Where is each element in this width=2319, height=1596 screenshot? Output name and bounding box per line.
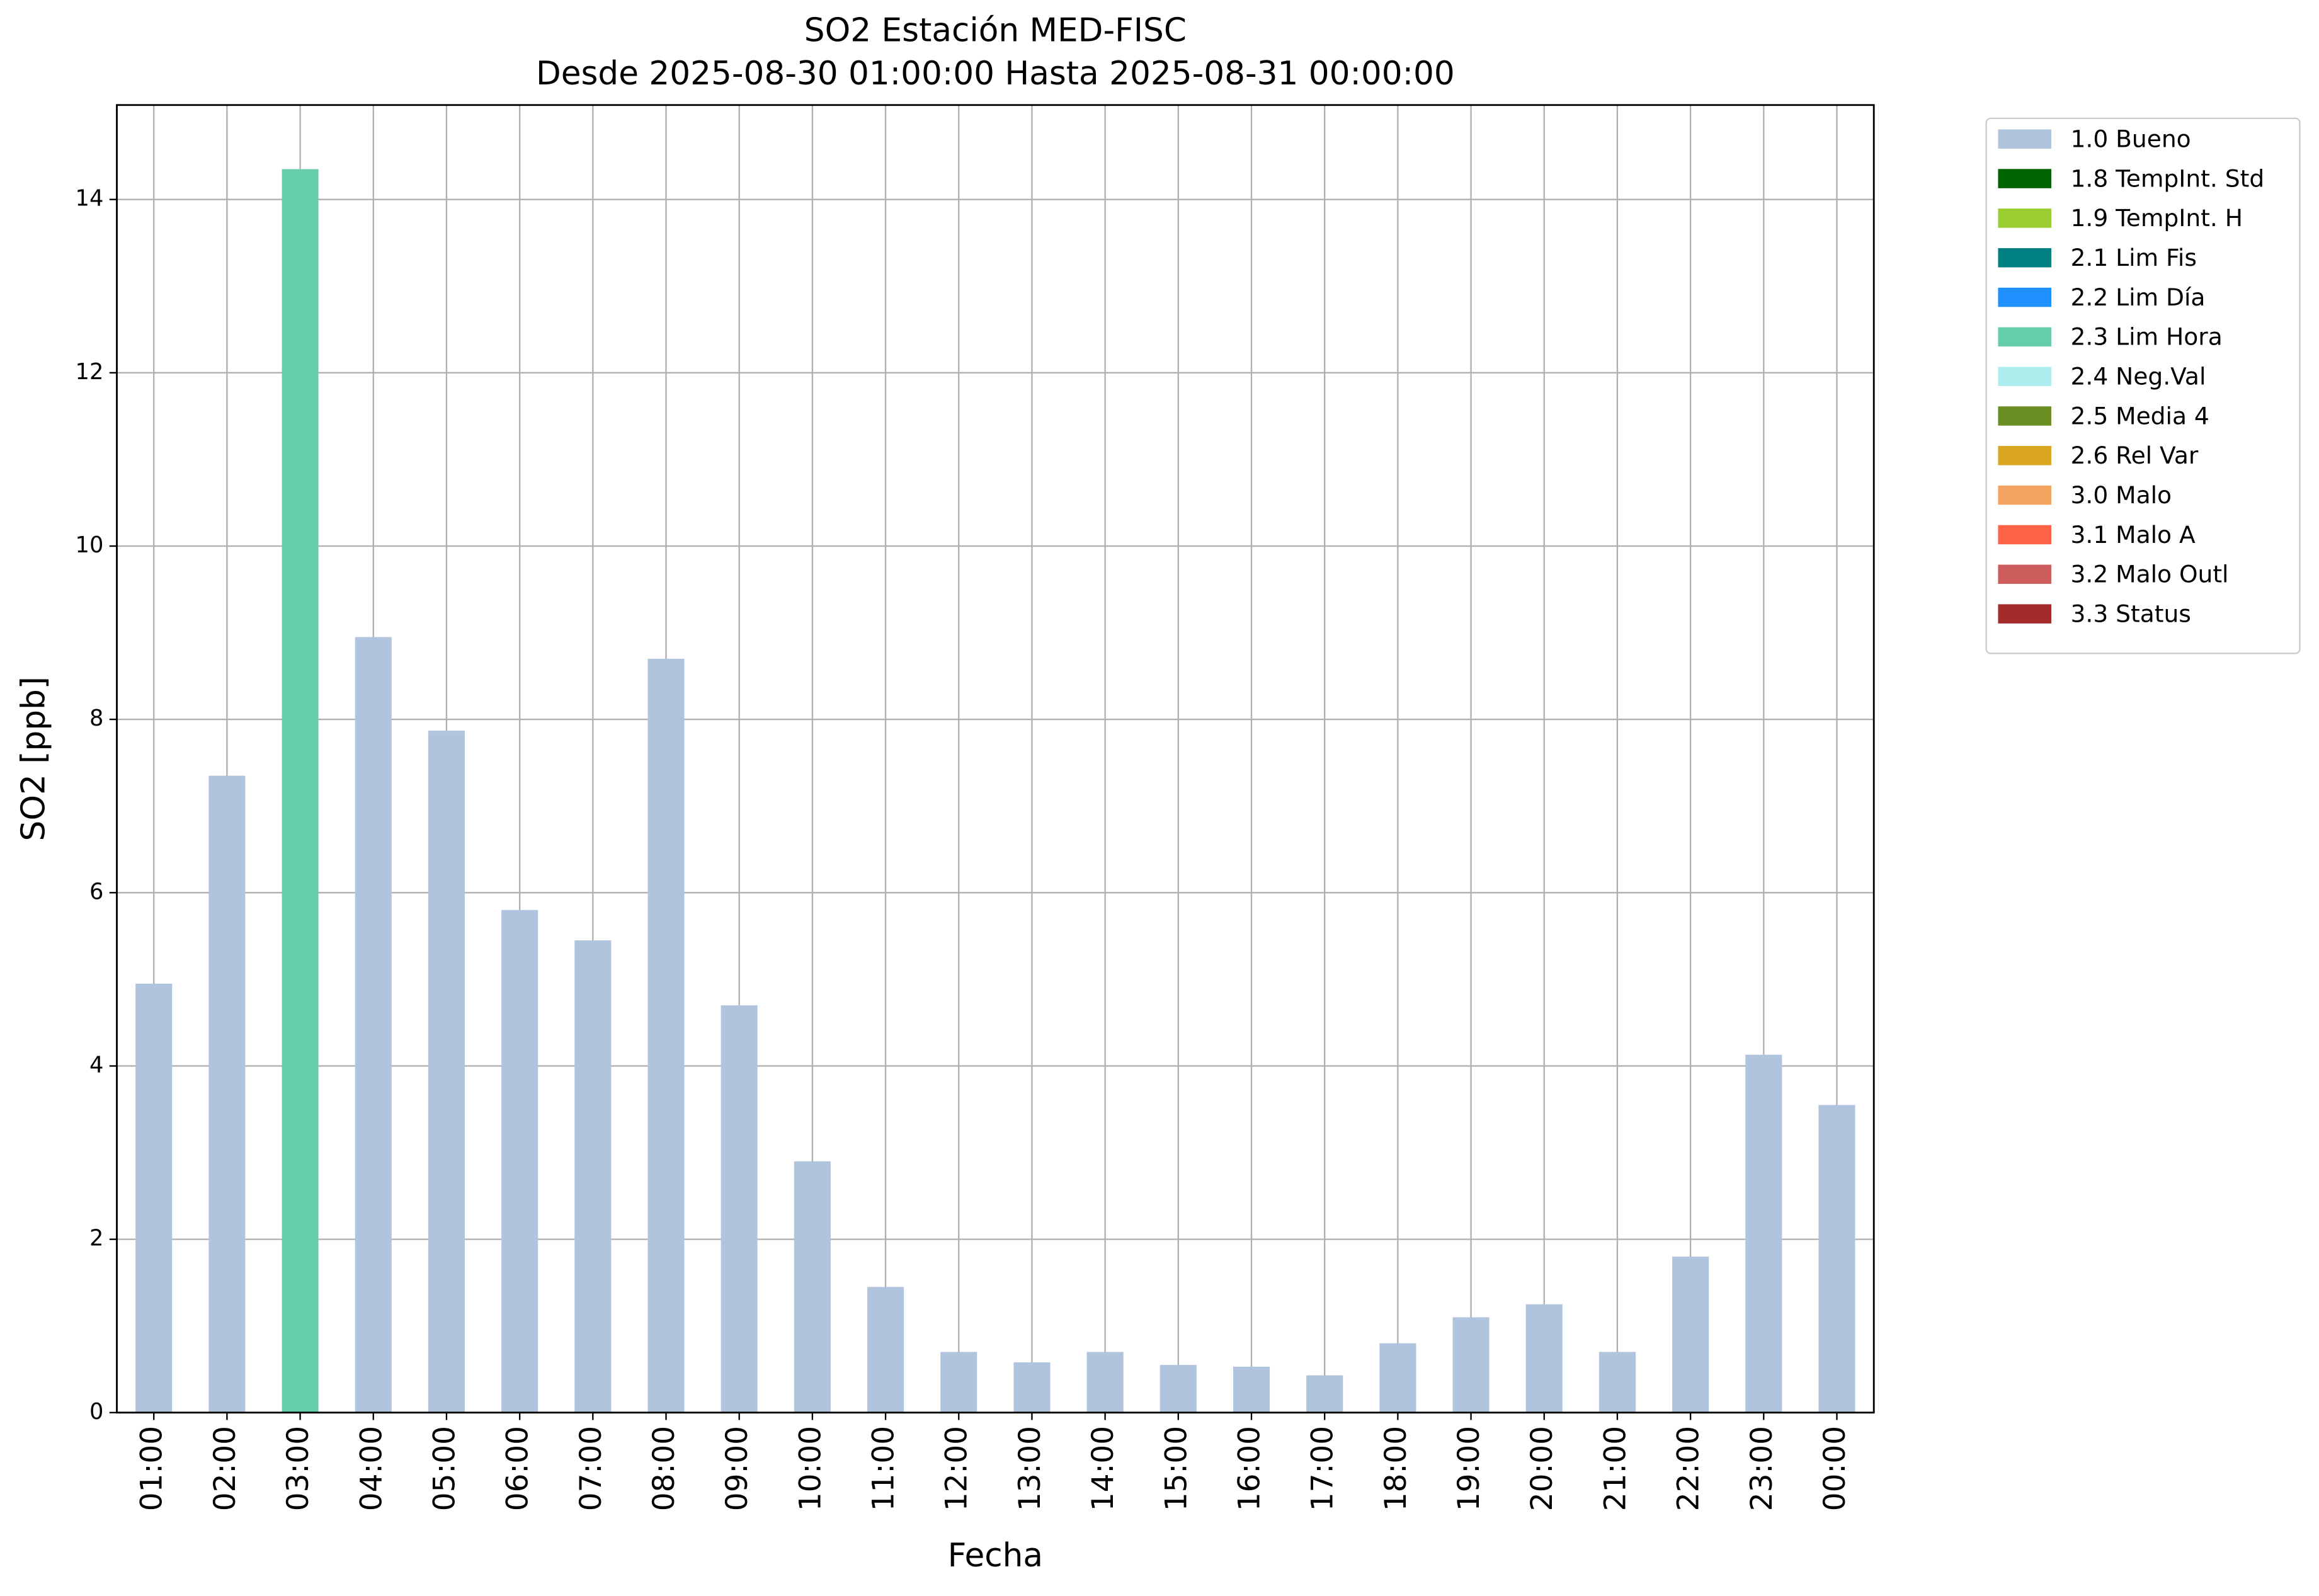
x-tick-label: 02:00 bbox=[208, 1426, 242, 1511]
legend-label: 2.2 Lim Día bbox=[2071, 283, 2206, 311]
legend-swatch bbox=[1998, 287, 2051, 307]
chart-subtitle: Desde 2025-08-30 01:00:00 Hasta 2025-08-… bbox=[536, 55, 1455, 93]
y-tick-label: 4 bbox=[89, 1052, 103, 1078]
x-tick-label: 21:00 bbox=[1598, 1426, 1632, 1511]
y-tick-label: 8 bbox=[89, 705, 103, 731]
y-tick-label: 0 bbox=[89, 1399, 103, 1425]
x-tick-label: 22:00 bbox=[1672, 1426, 1706, 1511]
legend-swatch bbox=[1998, 446, 2051, 465]
bar bbox=[1745, 1054, 1782, 1413]
bar bbox=[1306, 1375, 1343, 1413]
x-tick-label: 07:00 bbox=[574, 1426, 608, 1511]
legend-label: 2.1 Lim Fis bbox=[2071, 244, 2197, 271]
legend-label: 2.5 Media 4 bbox=[2071, 402, 2209, 430]
legend-swatch bbox=[1998, 406, 2051, 426]
x-tick-label: 18:00 bbox=[1379, 1426, 1413, 1511]
legend-swatch bbox=[1998, 564, 2051, 584]
bar bbox=[135, 983, 173, 1413]
y-tick-label: 10 bbox=[76, 532, 104, 558]
x-tick-label: 13:00 bbox=[1013, 1426, 1047, 1511]
legend-swatch bbox=[1998, 248, 2051, 268]
legend-label: 1.9 TempInt. H bbox=[2071, 204, 2243, 232]
bar bbox=[208, 775, 246, 1413]
bar bbox=[940, 1352, 977, 1413]
x-tick-label: 19:00 bbox=[1452, 1426, 1486, 1511]
x-tick-label: 12:00 bbox=[940, 1426, 974, 1511]
legend-box bbox=[1985, 117, 2301, 654]
bar bbox=[794, 1161, 831, 1413]
x-tick-label: 01:00 bbox=[135, 1426, 169, 1511]
legend-label: 1.8 TempInt. Std bbox=[2071, 164, 2265, 192]
bar bbox=[282, 169, 319, 1413]
x-tick-label: 17:00 bbox=[1306, 1426, 1340, 1511]
x-tick-label: 06:00 bbox=[501, 1426, 535, 1511]
legend-label: 3.3 Status bbox=[2071, 600, 2191, 627]
x-tick-label: 15:00 bbox=[1159, 1426, 1194, 1511]
bar bbox=[647, 658, 685, 1413]
legend-label: 2.6 Rel Var bbox=[2071, 442, 2199, 469]
plot-frame bbox=[116, 104, 1875, 1414]
bar bbox=[1525, 1304, 1563, 1413]
bar bbox=[1379, 1343, 1416, 1413]
x-tick-label: 09:00 bbox=[720, 1426, 755, 1511]
legend-label: 2.4 Neg.Val bbox=[2071, 363, 2206, 390]
legend-label: 3.1 Malo A bbox=[2071, 521, 2196, 549]
bar bbox=[1160, 1365, 1197, 1413]
y-tick-label: 6 bbox=[89, 879, 103, 904]
legend-label: 1.0 Bueno bbox=[2071, 125, 2191, 153]
x-tick-label: 16:00 bbox=[1232, 1426, 1267, 1511]
legend-swatch bbox=[1998, 129, 2051, 149]
legend-label: 3.2 Malo Outl bbox=[2071, 561, 2229, 588]
legend-swatch bbox=[1998, 604, 2051, 624]
bar bbox=[1233, 1366, 1270, 1413]
x-tick-label: 20:00 bbox=[1525, 1426, 1559, 1511]
legend-swatch bbox=[1998, 208, 2051, 228]
legend-swatch bbox=[1998, 169, 2051, 188]
bar bbox=[1672, 1257, 1709, 1413]
y-tick-label: 14 bbox=[76, 186, 104, 212]
legend-swatch bbox=[1998, 485, 2051, 505]
x-tick-label: 11:00 bbox=[867, 1426, 901, 1511]
bar bbox=[1452, 1317, 1490, 1413]
bar bbox=[428, 731, 465, 1413]
bar bbox=[1818, 1105, 1855, 1413]
y-tick-label: 12 bbox=[76, 359, 104, 385]
y-axis-label: SO2 [ppb] bbox=[14, 676, 52, 841]
legend-label: 2.3 Lim Hora bbox=[2071, 323, 2223, 351]
x-axis-label: Fecha bbox=[948, 1537, 1043, 1575]
x-tick-label: 03:00 bbox=[281, 1426, 316, 1511]
bar bbox=[867, 1287, 904, 1413]
x-tick-label: 00:00 bbox=[1818, 1426, 1852, 1511]
legend-swatch bbox=[1998, 525, 2051, 545]
bar bbox=[721, 1005, 758, 1413]
x-tick-label: 08:00 bbox=[647, 1426, 681, 1511]
bar bbox=[355, 637, 392, 1413]
bar bbox=[1598, 1352, 1636, 1413]
x-tick-label: 04:00 bbox=[354, 1426, 389, 1511]
y-tick-label: 2 bbox=[89, 1226, 103, 1251]
legend-swatch bbox=[1998, 367, 2051, 386]
bar bbox=[574, 940, 612, 1413]
chart-title: SO2 Estación MED-FISC bbox=[804, 12, 1187, 50]
x-tick-label: 23:00 bbox=[1745, 1426, 1779, 1511]
bar bbox=[501, 909, 538, 1413]
x-tick-label: 14:00 bbox=[1086, 1426, 1120, 1511]
x-tick-label: 10:00 bbox=[793, 1426, 828, 1511]
bar bbox=[1086, 1352, 1124, 1413]
legend-label: 3.0 Malo bbox=[2071, 481, 2172, 509]
bar bbox=[1013, 1362, 1051, 1413]
x-tick-label: 05:00 bbox=[427, 1426, 462, 1511]
legend-swatch bbox=[1998, 327, 2051, 347]
